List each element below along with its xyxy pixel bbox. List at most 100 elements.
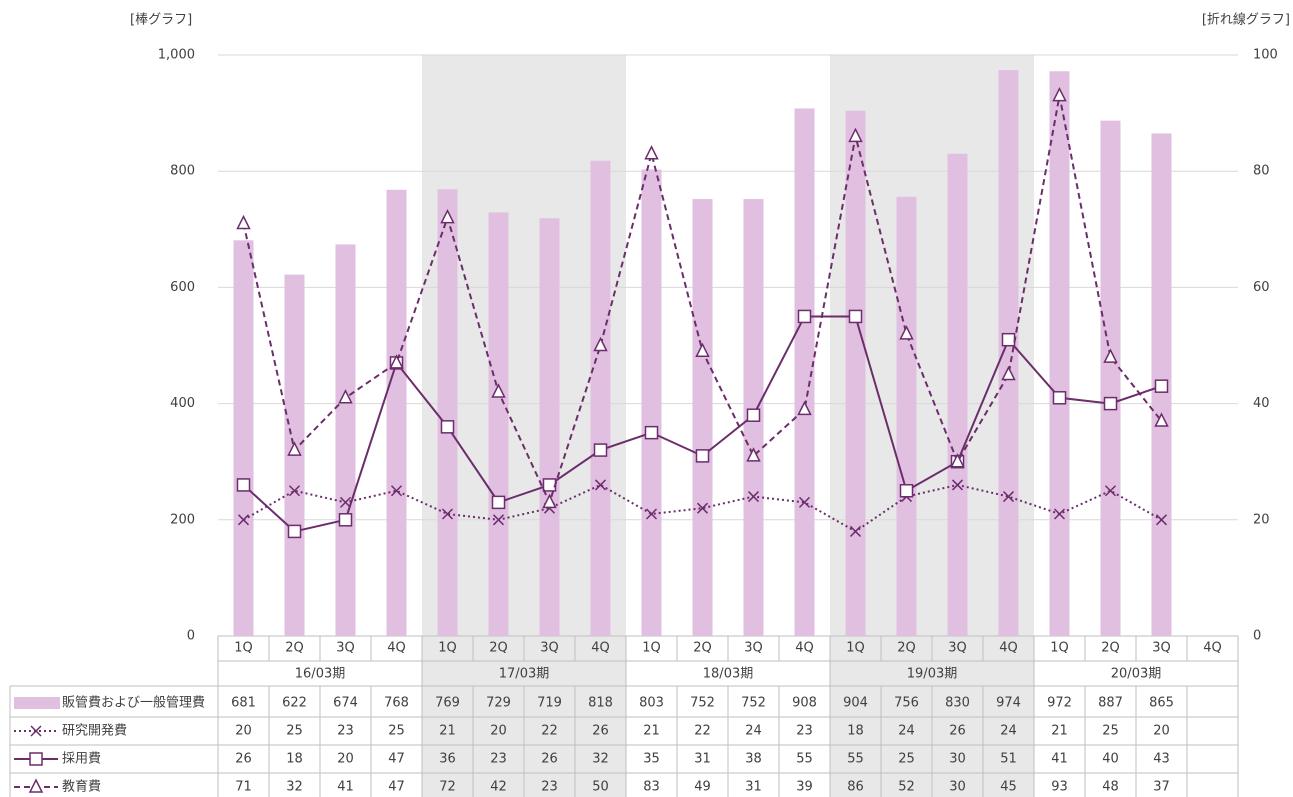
table-value: 30 [949,780,966,795]
x-tick-label: 4Q [1203,641,1222,656]
table-value: 729 [486,696,511,711]
bar [896,196,917,636]
table-value: 41 [1051,752,1068,767]
bar [1049,71,1070,636]
bar [335,244,356,636]
marker [236,214,251,230]
table-value: 865 [1149,696,1174,711]
marker [1155,514,1168,526]
marker [644,425,659,440]
table-value: 45 [1000,780,1017,795]
marker [1001,332,1016,347]
marker [288,485,301,497]
table-value: 25 [1102,724,1119,739]
y-tick-label: 200 [170,512,195,527]
table-value: 35 [643,752,660,767]
legend-label: 教育費 [62,779,101,795]
bar [692,199,713,636]
marker [1103,396,1118,411]
table-value: 32 [286,780,303,795]
table-value: 622 [282,696,307,711]
marker [1154,379,1169,393]
table-value: 25 [388,724,405,739]
marker [237,514,250,526]
table-value: 972 [1047,696,1072,711]
table-value: 23 [796,724,813,739]
table-value: 22 [694,724,711,739]
bar [488,212,509,637]
marker [440,420,455,434]
table-value: 22 [541,724,558,739]
marker [951,479,964,491]
bar [845,110,866,636]
x-tick-label: 4Q [591,641,610,656]
table-value: 681 [231,696,256,711]
y2-axis-label: [折れ線グラフ] [1202,12,1290,28]
bar [590,160,611,636]
marker [797,309,812,324]
table-value: 25 [286,724,303,739]
table-value: 904 [843,696,868,711]
table-value: 83 [643,780,660,795]
marker [848,309,863,324]
table-value: 31 [694,752,711,767]
group-label: 17/03期 [499,667,549,682]
marker [695,342,710,358]
x-tick-label: 3Q [744,641,763,656]
table-value: 72 [439,780,456,795]
marker [28,778,44,793]
table-value: 71 [235,780,252,795]
marker [441,508,454,520]
table-value: 21 [1051,724,1068,739]
legend-swatch [14,697,60,709]
marker [1052,391,1067,405]
y-tick-label: 600 [170,280,195,295]
y-tick-label: 0 [187,629,195,644]
x-tick-label: 2Q [897,641,916,656]
y2-tick-label: 80 [1253,164,1270,179]
table-value: 24 [1000,724,1017,739]
table-value: 52 [898,780,915,795]
x-tick-label: 1Q [642,641,661,656]
table-value: 769 [435,696,460,711]
marker [746,408,761,422]
table-value: 752 [741,696,766,711]
table-value: 39 [796,780,813,795]
table-value: 26 [592,724,609,739]
table-value: 48 [1102,780,1119,795]
x-tick-label: 1Q [234,641,253,656]
table-value: 41 [337,780,354,795]
y-tick-label: 800 [170,164,195,179]
x-tick-label: 4Q [999,641,1018,656]
marker [1104,485,1117,497]
table-value: 674 [333,696,358,711]
marker [593,443,608,457]
y2-tick-label: 0 [1253,629,1261,644]
table-value: 30 [949,752,966,767]
x-tick-label: 3Q [336,641,355,656]
table-value: 18 [286,752,303,767]
table-value: 20 [1153,724,1170,739]
y2-tick-label: 60 [1253,280,1270,295]
marker [338,389,353,404]
table-value: 32 [592,752,609,767]
table-value: 47 [388,752,405,767]
table-value: 25 [898,752,915,767]
marker [542,478,557,492]
marker [899,484,914,498]
table-value: 21 [439,724,456,739]
table-value: 908 [792,696,817,711]
table-value: 18 [847,724,864,739]
table-value: 23 [490,752,507,767]
bar [233,240,254,637]
marker [849,525,862,537]
table-value: 42 [490,780,507,795]
bar [1100,120,1121,636]
marker [1103,348,1118,363]
marker [287,524,302,539]
marker [594,479,607,491]
table-value: 20 [490,724,507,739]
table-value: 768 [384,696,409,711]
table-value: 43 [1153,752,1170,767]
